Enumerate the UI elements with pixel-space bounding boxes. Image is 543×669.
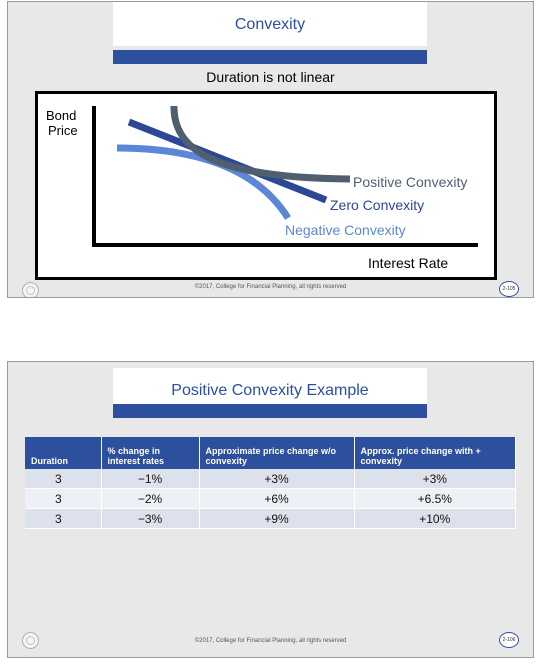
cell-price-change-without: +9%	[199, 508, 355, 529]
cell-rate-change: −3%	[101, 508, 200, 529]
x-axis-label: Interest Rate	[368, 255, 448, 271]
cell-rate-change: −2%	[101, 488, 200, 509]
page-number-badge: 2-105	[499, 281, 519, 297]
slide-title: Convexity	[234, 16, 306, 33]
y-axis-label-line1: Bond	[46, 108, 76, 123]
convexity-chart: Bond Price Interest Rate Positive Convex…	[46, 105, 478, 271]
cell-duration: 3	[25, 508, 102, 529]
cell-price-change-without: +6%	[199, 488, 355, 509]
convexity-example-table: Duration % change in interest rates Appr…	[25, 437, 516, 529]
slide-title: Positive Convexity Example	[171, 382, 369, 399]
page-number-badge: 2-106	[499, 632, 519, 648]
header-rate-change: % change in interest rates	[101, 437, 200, 469]
college-seal-logo	[22, 282, 39, 297]
table-row: 3 −2% +6% +6.5%	[25, 488, 516, 509]
cell-duration: 3	[25, 488, 102, 509]
cell-price-change-with: +10%	[354, 508, 516, 529]
slide-title-box: Convexity	[113, 2, 427, 46]
zero-convexity-label: Zero Convexity	[330, 197, 424, 213]
negative-convexity-curve	[116, 144, 291, 220]
cell-rate-change: −1%	[101, 469, 200, 489]
table-row: 3 −3% +9% +10%	[25, 508, 516, 529]
zero-convexity-curve	[127, 118, 328, 204]
convexity-chart-frame: Bond Price Interest Rate Positive Convex…	[35, 91, 497, 280]
positive-convexity-label: Positive Convexity	[353, 174, 467, 190]
cell-price-change-with: +6.5%	[354, 488, 516, 509]
slide-subtitle: Duration is not linear	[206, 69, 335, 85]
header-price-change-with-convexity: Approx. price change with + convexity	[354, 437, 516, 469]
cell-duration: 3	[25, 469, 102, 489]
header-duration: Duration	[25, 437, 102, 469]
copyright-footer: ©2017, College for Financial Planning, a…	[194, 284, 347, 290]
positive-convexity-curve	[170, 105, 351, 183]
y-axis-label-line2: Price	[48, 123, 78, 138]
slide-convexity: Convexity Duration is not linear Bond Pr…	[7, 1, 534, 298]
slide-positive-convexity-example: Positive Convexity Example Duration % ch…	[7, 361, 534, 658]
cell-price-change-with: +3%	[354, 469, 516, 489]
title-accent-bar	[113, 404, 427, 418]
cell-price-change-without: +3%	[199, 469, 355, 489]
college-seal-logo	[22, 632, 39, 649]
header-price-change-without-convexity: Approximate price change w/o convexity	[199, 437, 355, 469]
table-row: 3 −1% +3% +3%	[25, 469, 516, 489]
title-accent-bar	[113, 50, 427, 64]
negative-convexity-label: Negative Convexity	[285, 222, 406, 238]
table-header-row: Duration % change in interest rates Appr…	[25, 437, 516, 469]
copyright-footer: ©2017, College for Financial Planning, a…	[194, 638, 347, 644]
